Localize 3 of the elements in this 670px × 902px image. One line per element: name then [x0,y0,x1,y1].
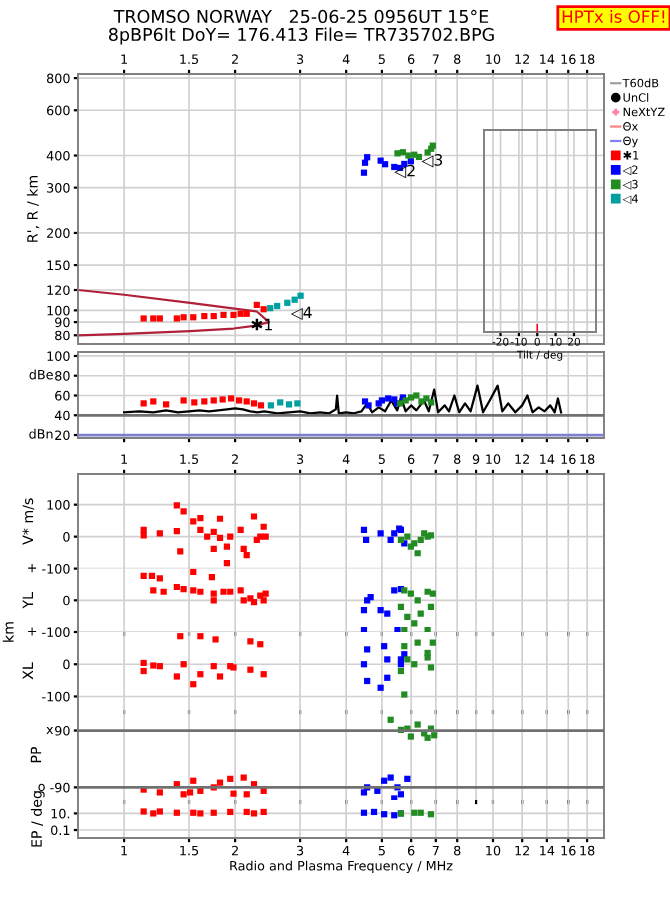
text: HPTx is OFF! [562,10,665,23]
chart-subtitle: 8pBP6It DoY= 176.413 File= TR735702.BPG [108,27,494,45]
chart-title: TROMSO NORWAY 25-06-25 0956UT 15°E [113,9,489,24]
